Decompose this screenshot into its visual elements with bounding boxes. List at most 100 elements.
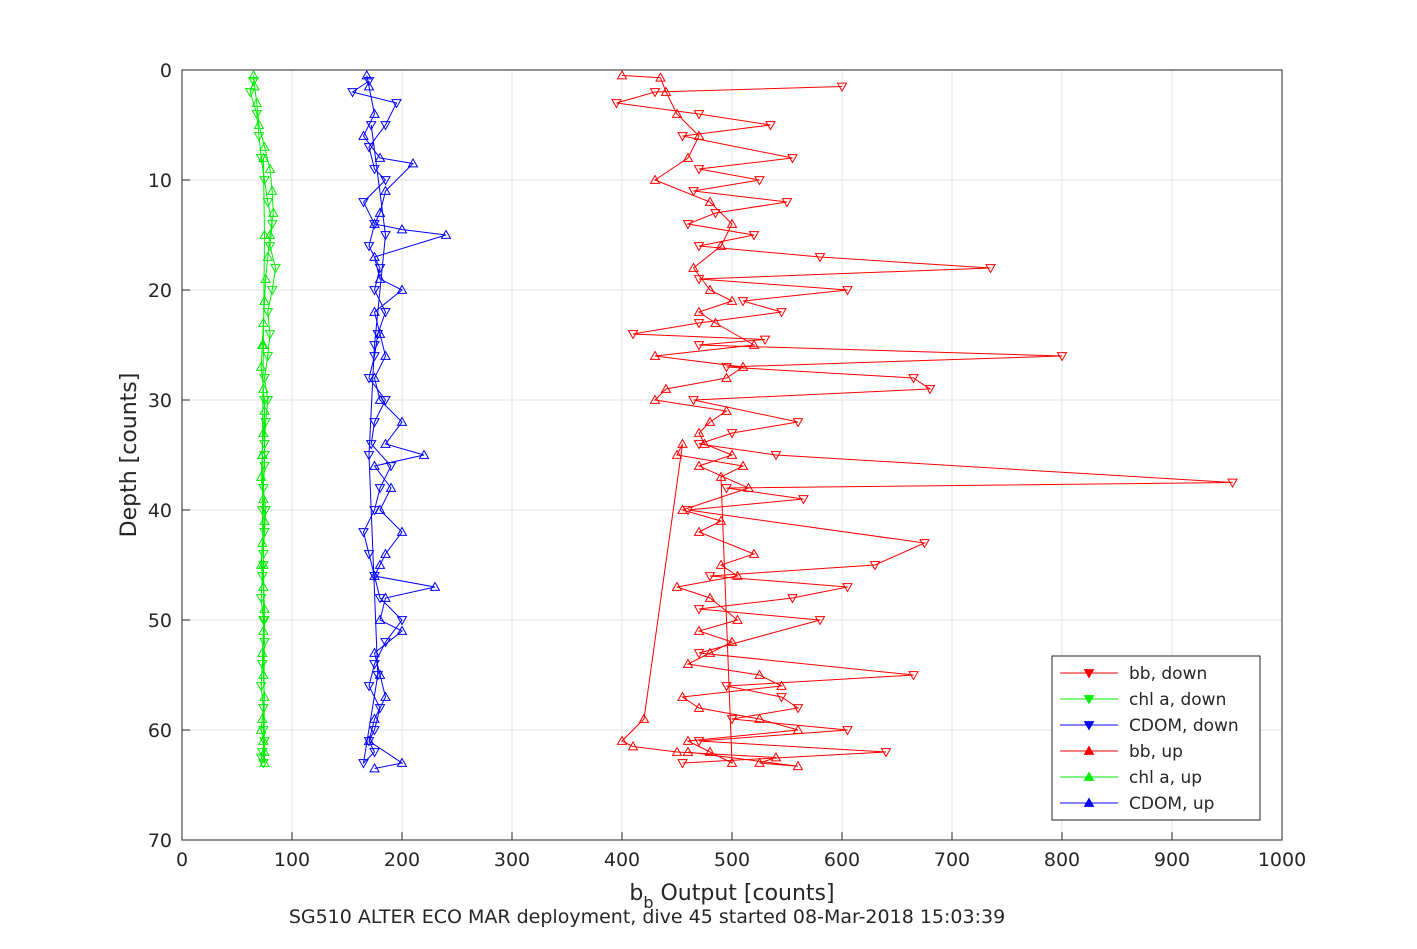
data-point	[258, 383, 269, 393]
data-point	[726, 218, 738, 228]
data-point	[267, 207, 279, 217]
data-point	[374, 614, 386, 624]
data-point	[380, 185, 391, 195]
data-point	[259, 396, 270, 406]
data-point	[704, 572, 716, 582]
data-point	[682, 735, 694, 745]
data-point	[671, 108, 683, 118]
data-point	[836, 82, 848, 93]
data-point	[693, 427, 705, 437]
data-point	[396, 757, 408, 767]
y-tick-label: 70	[148, 830, 172, 852]
data-point	[358, 198, 369, 208]
data-point	[429, 581, 441, 591]
data-point	[908, 671, 919, 681]
data-point	[677, 759, 688, 769]
data-point	[693, 319, 705, 329]
data-point	[259, 405, 270, 415]
data-point	[743, 482, 754, 492]
data-point	[688, 262, 699, 272]
data-point	[726, 449, 738, 459]
data-point	[693, 460, 705, 470]
data-point	[710, 317, 721, 327]
data-point	[374, 328, 386, 338]
data-point	[365, 440, 377, 450]
data-point	[754, 713, 765, 723]
data-point	[770, 751, 782, 762]
data-point	[380, 308, 391, 318]
data-point	[264, 229, 276, 239]
data-point	[369, 165, 380, 175]
x-tick-label: 1000	[1258, 849, 1306, 871]
data-point	[380, 691, 391, 701]
data-point	[677, 691, 688, 701]
data-point	[385, 482, 397, 492]
data-point	[256, 537, 268, 547]
data-point	[737, 460, 749, 470]
data-point	[688, 187, 699, 197]
data-point	[358, 528, 369, 538]
series-2	[347, 77, 408, 769]
data-point	[374, 273, 386, 283]
data-point	[258, 317, 269, 327]
data-point	[770, 451, 782, 461]
data-point	[255, 724, 267, 734]
data-point	[776, 680, 787, 690]
data-point	[814, 253, 826, 263]
data-point	[704, 592, 716, 602]
data-point	[396, 416, 408, 426]
x-tick-label: 600	[824, 849, 860, 871]
data-point	[704, 416, 716, 426]
y-tick-label: 10	[148, 170, 172, 192]
data-point	[721, 363, 732, 373]
data-point	[688, 396, 699, 406]
data-point	[792, 418, 804, 428]
data-point	[253, 132, 265, 142]
data-point	[776, 693, 787, 703]
data-point	[842, 286, 853, 296]
data-point	[407, 157, 419, 168]
data-point	[693, 737, 705, 747]
legend-entry: bb, up	[1060, 742, 1183, 762]
data-point	[258, 625, 269, 635]
data-point	[704, 284, 716, 294]
data-point	[693, 130, 705, 140]
data-point	[693, 702, 705, 712]
chart-title: SG510 ALTER ECO MAR deployment, dive 45 …	[289, 906, 1005, 928]
data-point	[369, 108, 380, 118]
y-tick-label: 50	[148, 610, 172, 632]
data-point	[347, 88, 358, 98]
data-point	[258, 427, 269, 437]
data-point	[264, 163, 276, 173]
series-4	[248, 69, 279, 767]
x-tick-label: 400	[604, 849, 640, 871]
data-point	[369, 218, 380, 228]
data-point	[693, 110, 705, 120]
data-point	[363, 77, 375, 87]
data-point	[754, 669, 765, 679]
data-point	[374, 559, 386, 569]
data-point	[649, 394, 661, 404]
data-point	[256, 647, 268, 657]
data-point	[682, 220, 694, 230]
data-point	[649, 174, 661, 184]
data-point	[262, 198, 274, 208]
data-point	[715, 471, 727, 481]
legend-entry: chl a, up	[1060, 768, 1202, 788]
series-line	[362, 75, 447, 769]
data-point	[655, 72, 666, 82]
data-point	[710, 209, 721, 219]
data-point	[908, 374, 919, 384]
data-point	[369, 748, 380, 758]
data-point	[258, 669, 269, 679]
data-point	[374, 394, 386, 404]
legend-label: CDOM, up	[1129, 794, 1214, 814]
data-point	[259, 229, 270, 239]
data-point	[374, 152, 386, 162]
x-tick-label: 500	[714, 849, 750, 871]
data-point	[262, 308, 274, 318]
data-point	[260, 418, 271, 428]
data-point	[258, 484, 269, 494]
data-point	[369, 341, 380, 351]
